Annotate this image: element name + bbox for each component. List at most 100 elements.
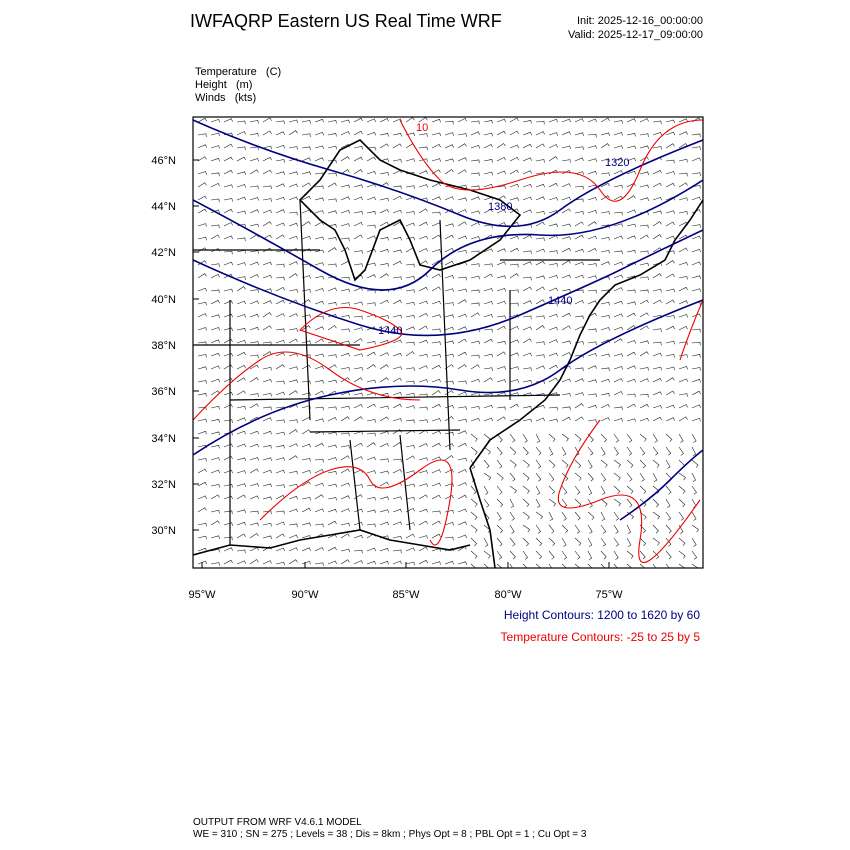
wind-barb (444, 416, 454, 422)
wind-barb (548, 182, 558, 188)
wind-barb (600, 339, 610, 344)
wind-barb (587, 328, 597, 333)
wind-barb (665, 119, 675, 124)
wind-barb (665, 485, 672, 495)
wind-barb (197, 547, 207, 552)
wind-barb (678, 211, 688, 215)
wind-barb (470, 364, 480, 370)
wind-barb (379, 118, 389, 123)
wind-barb (548, 498, 556, 507)
wind-barb (496, 341, 506, 345)
wind-barb (496, 300, 506, 305)
wind-barb (431, 364, 441, 370)
wind-barb (392, 366, 402, 370)
lat-label: 42°N (151, 247, 176, 259)
wind-barb (210, 535, 220, 539)
wind-barb (431, 234, 441, 240)
wind-barb (652, 299, 662, 305)
wind-barb (197, 156, 207, 162)
wind-barb (262, 312, 272, 318)
wind-barb (210, 469, 220, 474)
wind-barb (665, 511, 672, 521)
wind-barb (574, 299, 584, 305)
wind-barb (210, 339, 220, 344)
wind-barb (288, 508, 298, 513)
wind-barb (561, 498, 568, 508)
wind-barb (665, 288, 675, 293)
wind-barb (327, 287, 337, 292)
wind-barb (665, 537, 672, 547)
wind-barb (626, 312, 636, 318)
wind-barb (223, 392, 233, 396)
wind-barb (639, 145, 649, 150)
wind-barb (366, 484, 376, 489)
wind-barb (613, 274, 623, 279)
wind-barb (483, 550, 491, 559)
wind-barb (626, 170, 636, 175)
wind-barb (236, 417, 246, 422)
wind-barb (639, 156, 649, 162)
wind-barb (561, 183, 571, 188)
wind-barb (600, 224, 610, 229)
wind-barb (639, 171, 649, 176)
wind-barb (470, 405, 480, 410)
wind-barb (418, 406, 428, 411)
wind-barb (665, 563, 670, 568)
wind-barb (678, 182, 688, 188)
wind-barb (418, 133, 428, 137)
wind-barb (210, 172, 220, 177)
wind-barb (418, 470, 428, 474)
wind-barb (392, 237, 402, 241)
wind-barb (587, 419, 597, 423)
wind-barb (691, 184, 701, 189)
wind-barb (613, 195, 623, 201)
wind-barb (210, 548, 220, 553)
wind-barb (314, 482, 324, 487)
wind-barb (613, 472, 621, 481)
wind-barb (418, 535, 428, 539)
wind-barb (561, 274, 571, 279)
wind-barb (236, 131, 246, 136)
wind-barb (275, 209, 285, 214)
wind-barb (626, 340, 636, 344)
wind-barb (483, 459, 490, 469)
wind-barb (483, 273, 493, 279)
wind-barb (626, 393, 636, 398)
wind-barb (587, 537, 593, 547)
wind-barb (639, 325, 649, 331)
wind-barb (314, 145, 324, 150)
wind-barb (587, 550, 593, 560)
wind-barb (548, 472, 555, 482)
wind-barb (587, 145, 597, 149)
wind-barb (340, 210, 350, 214)
wind-barb (691, 288, 701, 292)
wind-barb (353, 196, 363, 201)
wind-barb (275, 263, 285, 268)
wind-barb (496, 459, 503, 469)
wind-barb (210, 562, 220, 566)
wind-barb (249, 354, 259, 359)
wind-barb (262, 341, 272, 346)
wind-barb (535, 404, 545, 409)
wind-barb (470, 378, 480, 383)
wind-barb (431, 341, 441, 345)
wind-barb (626, 550, 634, 559)
wind-barb (236, 328, 246, 332)
wind-barb (210, 145, 220, 149)
wind-barb (366, 262, 376, 267)
wind-barb (288, 523, 298, 528)
wind-barb (418, 483, 428, 487)
wind-barb (509, 314, 519, 318)
wind-barb (678, 158, 688, 163)
wind-barb (522, 261, 532, 266)
wind-barb (210, 273, 220, 279)
wind-barb (418, 260, 428, 266)
wind-barb (444, 120, 454, 125)
wind-barb (392, 403, 402, 409)
wind-barb (665, 159, 675, 164)
wind-barb (353, 377, 363, 383)
wind-barb (457, 469, 467, 474)
wind-barb (665, 260, 675, 266)
wind-barb (418, 325, 428, 331)
wind-barb (496, 261, 506, 266)
